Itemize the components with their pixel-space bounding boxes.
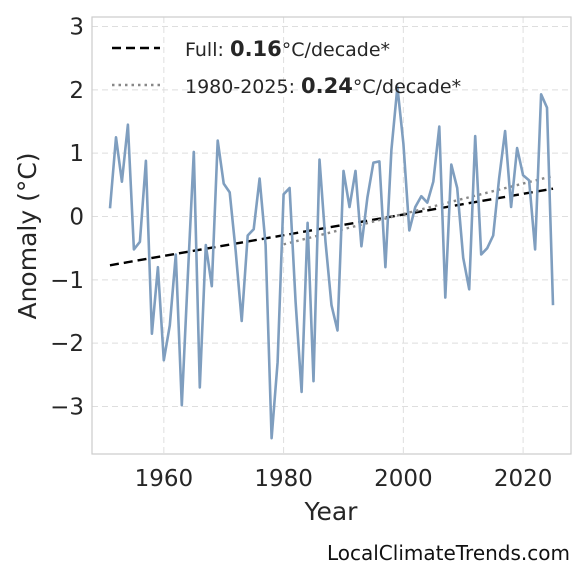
x-axis-label: Year [304,497,359,526]
legend: Full: 0.16°C/decade* 1980-2025: 0.24°C/d… [112,37,461,98]
y-tick-label: 1 [69,141,84,167]
x-tick-label: 1960 [135,466,194,492]
y-tick-labels: −3 −2 −1 0 1 2 3 [50,15,84,421]
x-tick-label: 1980 [254,466,313,492]
x-tick-labels: 1960 1980 2000 2020 [135,466,553,492]
plot-frame [91,16,572,455]
legend-recent-name: 1980-2025 [185,76,289,98]
legend-recent-rate: 0.24 [301,74,353,98]
series-lines [108,85,555,440]
trend-line-recent [283,174,554,246]
site-watermark: LocalClimateTrends.com [327,541,570,565]
y-tick-label: 0 [69,205,84,231]
y-tick-label: 2 [69,78,84,104]
grid-lines [92,17,571,454]
x-tick-label: 2020 [494,466,553,492]
series-line-0 [108,85,555,440]
legend-full-rate: 0.16 [230,37,282,61]
legend-full-unit: °C/decade* [282,39,390,61]
y-tick-label: −2 [50,331,84,357]
trend-line-full [109,187,554,267]
y-tick-label: −3 [50,395,84,421]
trend-lines [109,174,554,267]
legend-full-name: Full [185,39,218,61]
y-tick-label: −1 [50,268,84,294]
legend-entry-recent: 1980-2025: 0.24°C/decade* [185,74,461,98]
y-tick-label: 3 [69,15,84,41]
y-axis-label: Anomaly (°C) [13,152,42,319]
legend-entry-full: Full: 0.16°C/decade* [185,37,390,61]
legend-recent-unit: °C/decade* [353,76,461,98]
x-tick-label: 2000 [374,466,433,492]
